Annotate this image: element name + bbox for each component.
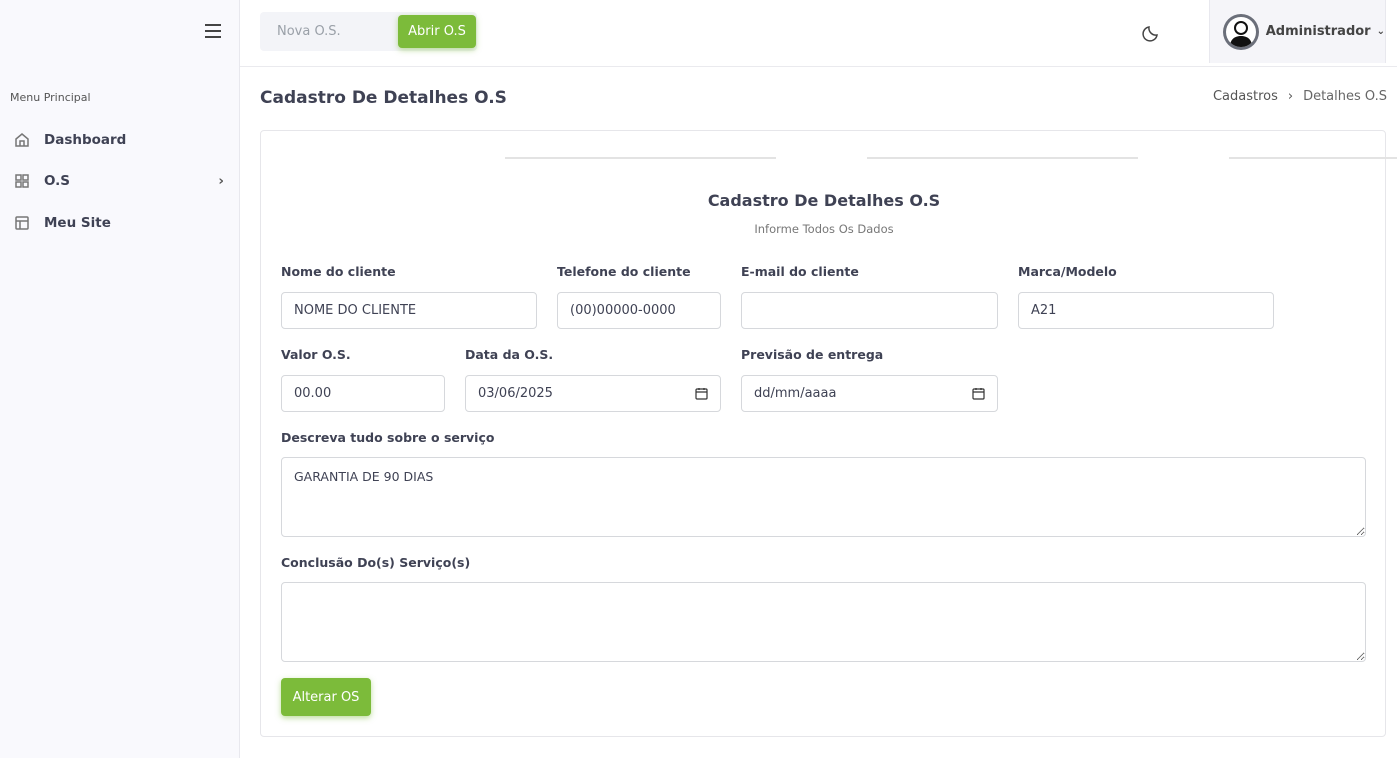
brand-model-input[interactable] [1031, 303, 1261, 318]
date-label: Data da O.S. [465, 347, 554, 362]
home-icon [15, 133, 29, 147]
step-divider [867, 157, 1138, 159]
delivery-label: Previsão de entrega [741, 347, 884, 362]
sidebar-item-label: Meu Site [44, 215, 111, 231]
new-os-input[interactable] [260, 12, 390, 51]
form-subtitle: Informe Todos Os Dados [754, 222, 894, 236]
conclusion-label: Conclusão Do(s) Serviço(s) [281, 555, 471, 570]
delivery-field[interactable]: dd/mm/aaaa [741, 375, 998, 412]
description-textarea[interactable]: GARANTIA DE 90 DIAS [281, 457, 1366, 537]
email-field[interactable] [741, 292, 998, 329]
brand-model-field[interactable] [1018, 292, 1274, 329]
menu-toggle-icon[interactable] [205, 24, 221, 38]
breadcrumb-current: Detalhes O.S [1303, 89, 1387, 104]
email-input[interactable] [754, 303, 985, 318]
sidebar-item-dashboard[interactable]: Dashboard [14, 128, 224, 152]
form-title: Cadastro De Detalhes O.S [707, 191, 941, 210]
date-value: 03/06/2025 [478, 386, 553, 401]
sidebar-item-label: Dashboard [44, 132, 127, 148]
value-label: Valor O.S. [281, 347, 351, 362]
client-name-input[interactable] [294, 303, 524, 318]
phone-label: Telefone do cliente [557, 264, 691, 279]
sidebar-item-meu-site[interactable]: Meu Site [14, 211, 224, 235]
brand-model-label: Marca/Modelo [1018, 264, 1117, 279]
conclusion-textarea[interactable] [281, 582, 1366, 662]
email-label: E-mail do cliente [741, 264, 859, 279]
step-divider [505, 157, 776, 159]
top-header: Abrir O.S Administrador ⌄ [240, 0, 1397, 67]
client-name-field[interactable] [281, 292, 537, 329]
moon-icon[interactable] [1142, 24, 1160, 42]
breadcrumb-cadastros[interactable]: Cadastros [1212, 89, 1278, 104]
avatar [1223, 13, 1259, 50]
chevron-right-icon: › [218, 173, 224, 189]
new-os-search: Abrir O.S [260, 12, 477, 51]
breadcrumb-separator-icon: › [1287, 89, 1294, 104]
user-menu[interactable]: Administrador ⌄ [1209, 0, 1386, 63]
submit-button[interactable]: Alterar OS [281, 678, 371, 716]
sidebar: Menu Principal Dashboard O.S › Meu Site [0, 0, 240, 758]
breadcrumb: Cadastros › Detalhes O.S [1213, 89, 1387, 104]
grid-icon [15, 174, 29, 188]
calendar-icon[interactable] [972, 387, 985, 400]
page-title: Cadastro De Detalhes O.S [260, 88, 507, 108]
sidebar-item-label: O.S [44, 173, 71, 189]
open-os-button[interactable]: Abrir O.S [398, 15, 476, 48]
calendar-icon[interactable] [695, 387, 708, 400]
step-divider [1229, 157, 1397, 159]
client-name-label: Nome do cliente [281, 264, 396, 279]
description-label: Descreva tudo sobre o serviço [281, 430, 495, 445]
delivery-value: dd/mm/aaaa [754, 386, 837, 401]
value-field[interactable] [281, 375, 445, 412]
chevron-down-icon: ⌄ [1376, 26, 1385, 37]
sidebar-item-os[interactable]: O.S › [14, 169, 224, 193]
phone-input[interactable] [570, 303, 708, 318]
value-input[interactable] [294, 386, 432, 401]
layout-icon [15, 216, 29, 230]
date-field[interactable]: 03/06/2025 [465, 375, 721, 412]
phone-field[interactable] [557, 292, 721, 329]
user-name: Administrador [1265, 24, 1371, 39]
menu-section-title: Menu Principal [10, 91, 91, 104]
